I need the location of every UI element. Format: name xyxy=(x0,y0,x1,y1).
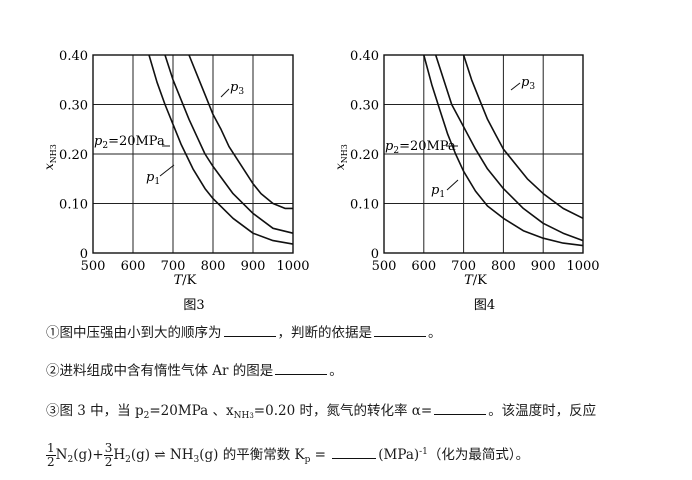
label-leader xyxy=(446,179,459,191)
q3-text-a: ③图 3 中，当 p xyxy=(46,403,144,419)
series-label: p3 xyxy=(230,80,244,97)
label-leader xyxy=(159,164,175,177)
series-line xyxy=(462,54,584,220)
chart-title: 图3 xyxy=(183,298,204,313)
q1-text-a: ①图中压强由小到大的顺序为 xyxy=(46,325,222,341)
question-1: ①图中压强由小到大的顺序为 ，判断的依据是 。 xyxy=(46,321,442,341)
series-label: p1 xyxy=(146,170,160,187)
x-tick-label: 900 xyxy=(531,259,556,274)
plot-frame xyxy=(92,54,294,254)
x-tick-label: 700 xyxy=(161,259,186,274)
series-label: p2=20MPa xyxy=(94,134,165,151)
series-label: p2=20MPa xyxy=(385,139,456,156)
x-tick-label: 600 xyxy=(121,259,146,274)
q3-sub-3: 3 xyxy=(249,412,254,420)
y-tick-label: 0.30 xyxy=(350,99,379,114)
q4-text-f: = xyxy=(310,447,331,463)
q1-text-c: 。 xyxy=(428,325,442,341)
q2-text-b: 。 xyxy=(329,363,343,379)
x-axis-title: T/K xyxy=(174,273,197,288)
label-leader xyxy=(510,82,521,91)
series-label: p1 xyxy=(431,183,445,200)
q3-text-c: =0.20 时，氮气的转化率 α= xyxy=(253,403,433,419)
q4-text-d: (g) ⇌ NH xyxy=(130,447,194,463)
y-tick-label: 0.20 xyxy=(350,148,379,163)
y-tick-label: 0.10 xyxy=(59,198,88,213)
chart-fig3: 500 600 700 800 900 1000 0 0.10 0.20 0.30 0.40 p3 p2… xyxy=(42,49,310,313)
y-tick-label: 0.20 xyxy=(59,148,88,163)
series-line xyxy=(148,54,294,245)
q4-text-h: （化为最简式）。 xyxy=(427,447,530,463)
x-axis-title: T/K xyxy=(464,273,487,288)
question-4: 1 2 N2(g)+ 3 2 H2(g) ⇌ NH3(g) 的平衡常数 Kp = (MPa… xyxy=(46,441,530,469)
series-line xyxy=(164,54,294,234)
x-tick-label: 500 xyxy=(81,259,106,274)
chart-title: 图4 xyxy=(474,298,495,313)
series-line xyxy=(423,54,584,247)
answer-blank xyxy=(223,324,276,337)
chart-fig4: 500 600 700 800 900 1000 0 0.10 0.20 0.30 0.40 p3 p2… xyxy=(333,49,600,313)
x-tick-label: 500 xyxy=(372,259,397,274)
q3-text-b: =20MPa 、x xyxy=(149,403,234,419)
x-tick-label: 700 xyxy=(451,259,476,274)
label-leader xyxy=(220,88,230,98)
y-tick-label: 0.30 xyxy=(59,99,88,114)
answer-blank xyxy=(434,402,487,415)
q4-text-a: N xyxy=(55,447,68,463)
answer-blank xyxy=(332,446,377,459)
question-2: ②进料组成中含有惰性气体 Ar 的图是 。 xyxy=(46,359,343,379)
series-line xyxy=(188,54,293,210)
q4-text-g: (MPa) xyxy=(378,447,420,463)
plot-frame xyxy=(383,54,584,254)
x-tick-label: 600 xyxy=(411,259,436,274)
q4-text-b: (g)+ xyxy=(73,447,104,463)
series-label: p3 xyxy=(521,75,535,92)
y-tick-label: 0 xyxy=(371,247,379,262)
x-tick-label: 1000 xyxy=(276,259,309,274)
answer-blank xyxy=(374,324,426,337)
y-axis-title: xNH3 xyxy=(333,144,349,170)
y-tick-label: 0.10 xyxy=(350,198,379,213)
q3-sub-2: NH xyxy=(233,411,250,421)
q3-sub-1: 2 xyxy=(143,411,150,421)
series-line xyxy=(434,54,584,242)
question-3: ③图 3 中，当 p2=20MPa 、xNH3=0.20 时，氮气的转化率 α=… xyxy=(46,399,596,421)
q1-text-b: ，判断的依据是 xyxy=(277,325,373,341)
q4-text-e: (g) 的平衡常数 K xyxy=(199,447,305,463)
x-tick-label: 900 xyxy=(241,259,266,274)
q4-text-c: H xyxy=(113,447,126,463)
y-tick-label: 0 xyxy=(80,247,88,262)
y-axis-title: xNH3 xyxy=(42,144,58,170)
q2-text-a: ②进料组成中含有惰性气体 Ar 的图是 xyxy=(46,363,274,379)
y-tick-label: 0.40 xyxy=(59,49,88,64)
x-tick-label: 800 xyxy=(201,259,226,274)
x-tick-label: 1000 xyxy=(566,259,599,274)
y-tick-label: 0.40 xyxy=(350,49,379,64)
charts-area: 500 600 700 800 900 1000 0 0.10 0.20 0.30 0.40 p3 p2… xyxy=(42,49,600,313)
x-tick-label: 800 xyxy=(491,259,516,274)
answer-blank xyxy=(275,362,328,375)
q3-text-d: 。该温度时，反应 xyxy=(488,403,597,419)
